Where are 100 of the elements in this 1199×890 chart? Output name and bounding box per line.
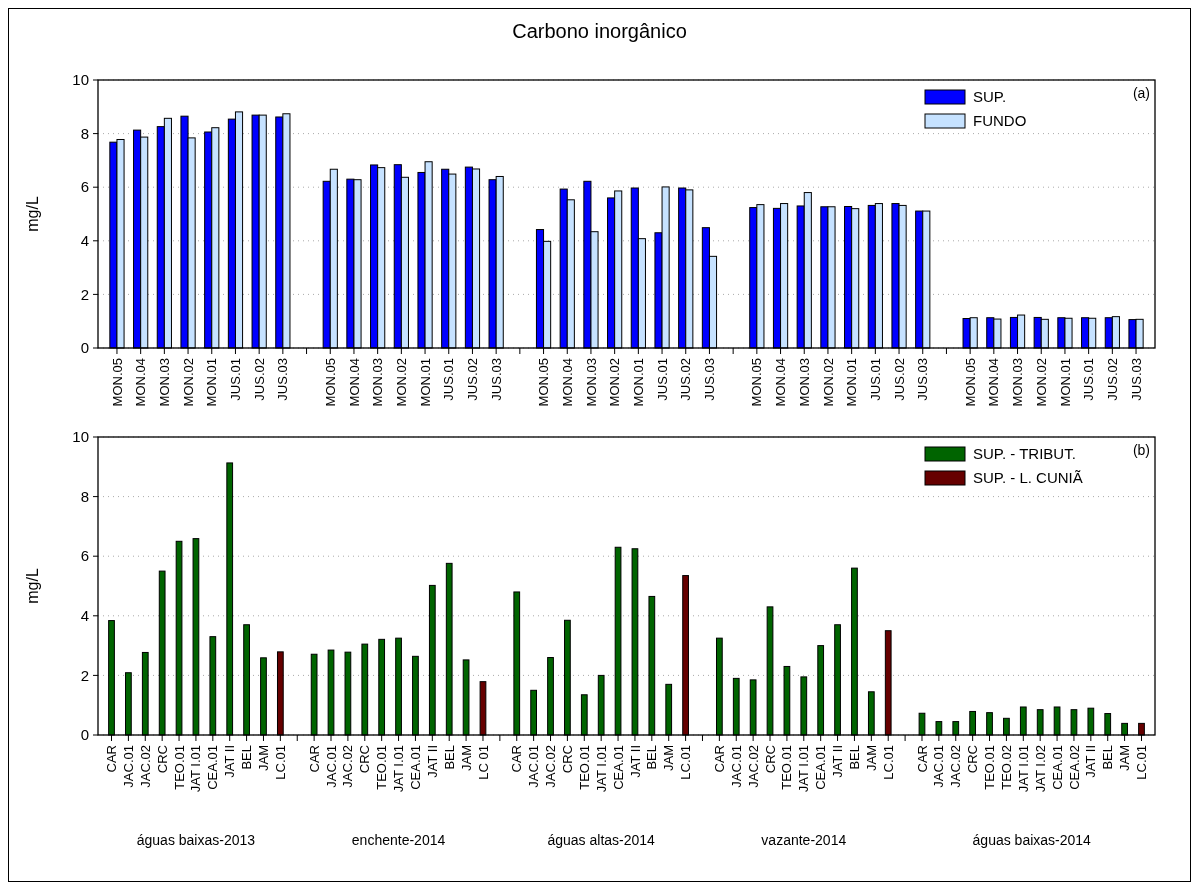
x-tick-label: CAR: [104, 745, 120, 773]
x-tick-label: JAC.02: [948, 745, 964, 788]
x-tick-label: LC.01: [272, 745, 288, 780]
x-tick-label: MON.03: [370, 358, 386, 407]
text: vazante-2014: [761, 832, 847, 848]
y-tick-label: 0: [80, 339, 89, 357]
x-tick-label: JAM: [1117, 745, 1133, 771]
x-tick-label: BEL: [441, 745, 457, 770]
x-tick-label: JAC.01: [728, 745, 744, 788]
x-tick-label: JUS.02: [1104, 358, 1120, 401]
x-tick-label: LC.01: [678, 745, 694, 780]
x-tick-label: JAT II: [830, 745, 846, 778]
x-tick-label: JUS.02: [678, 358, 694, 401]
x-tick-label: JUS.01: [1081, 358, 1097, 401]
x-tick-label: JAC.02: [745, 745, 761, 788]
x-tick-label: TEO.01: [576, 745, 592, 790]
x-tick-label: BEL: [1100, 745, 1116, 770]
x-tick-label: MON.01: [630, 358, 646, 407]
x-tick-label: JAT I.01: [1015, 745, 1031, 793]
y-tick-label: 2: [80, 666, 89, 684]
y-axis-title: mg/L: [24, 196, 41, 232]
x-tick-label: MON.02: [180, 358, 196, 407]
x-tick-label: JAM: [256, 745, 272, 771]
x-tick-label: JUS.01: [867, 358, 883, 401]
x-tick-label: JAT II: [627, 745, 643, 778]
x-tick-label: MON.01: [417, 358, 433, 407]
x-tick-label: CEA.02: [1066, 745, 1082, 790]
x-tick-label: JUS.03: [1128, 358, 1144, 401]
x-tick-label: JUS.02: [465, 358, 480, 401]
x-tick-label: MON.03: [583, 358, 599, 407]
x-tick-label: CEA.01: [610, 745, 626, 790]
x-tick-label: TEO.01: [171, 745, 187, 790]
x-tick-label: JUS.02: [251, 358, 267, 401]
x-tick-label: LC.01: [880, 745, 896, 780]
x-tick-label: JAM: [458, 745, 474, 771]
x-tick-label: MON.03: [1010, 358, 1026, 407]
x-tick-label: JAT I.01: [796, 745, 812, 793]
y-tick-label: 8: [80, 487, 89, 505]
x-tick-label: MON.01: [844, 358, 860, 407]
y-tick-label: 10: [72, 71, 89, 89]
x-tick-label: CEA.01: [813, 745, 829, 790]
x-tick-label: MON.02: [820, 358, 836, 407]
x-tick-label: JAT II: [1083, 745, 1099, 778]
x-tick-label: JAC.01: [120, 745, 136, 788]
chart-title: Carbono inorgânico: [512, 20, 687, 42]
x-tick-label: BEL: [239, 745, 255, 770]
x-tick-label: JUS.03: [275, 358, 291, 401]
y-tick-label: 0: [80, 726, 89, 744]
text: águas baixas-2014: [972, 832, 1092, 848]
x-tick-label: LC.01: [1134, 745, 1150, 780]
y-tick-label: 6: [80, 178, 89, 196]
x-tick-label: JAC.01: [931, 745, 947, 788]
x-tick-label: CRC: [762, 745, 778, 774]
annotation: (a): [1132, 85, 1150, 101]
x-tick-label: TEO.01: [779, 745, 795, 790]
x-tick-label: TEO.01: [982, 745, 998, 790]
x-tick-label: JAC.02: [543, 745, 559, 788]
x-tick-label: MON.02: [607, 358, 623, 407]
x-tick-label: CEA.01: [1049, 745, 1065, 790]
x-tick-label: TEO.01: [374, 745, 390, 790]
x-tick-label: MON.02: [393, 358, 409, 407]
x-tick-label: CAR: [914, 745, 930, 773]
y-tick-label: 2: [80, 285, 89, 303]
x-tick-label: JAT I.01: [188, 745, 204, 793]
x-tick-label: CRC: [154, 745, 170, 774]
x-tick-label: MON.04: [346, 358, 362, 407]
x-tick-label: CEA.01: [205, 745, 221, 790]
x-tick-label: BEL: [847, 745, 862, 770]
x-tick-label: JUS.01: [654, 358, 670, 401]
x-tick-label: JAC.02: [340, 745, 356, 788]
x-tick-label: MON.05: [322, 358, 338, 407]
x-tick-label: MON.05: [536, 358, 552, 407]
y-axis-title: mg/L: [24, 568, 41, 604]
x-tick-label: LC 01: [475, 745, 491, 780]
x-tick-label: MON.05: [749, 358, 765, 407]
x-tick-label: JUS.03: [702, 358, 717, 401]
x-tick-label: TEO.02: [998, 745, 1014, 790]
x-tick-label: CAR: [509, 745, 525, 773]
x-tick-label: CRC: [357, 745, 373, 774]
x-tick-label: BEL: [644, 745, 660, 770]
y-tick-label: 4: [80, 607, 89, 625]
x-tick-label: MON.04: [133, 358, 149, 407]
x-tick-label: JAT I.01: [391, 745, 407, 793]
x-tick-label: MON.01: [1057, 358, 1073, 407]
x-tick-label: JUS.01: [441, 358, 457, 401]
legend-label: FUNDO: [973, 112, 1027, 130]
x-tick-label: JAT I.01: [593, 745, 609, 793]
legend-label: SUP. - L. CUNIÃ: [973, 469, 1083, 487]
x-tick-label: CAR: [711, 745, 727, 773]
legend-label: SUP. - TRIBUT.: [973, 445, 1076, 463]
x-tick-label: JAT I.02: [1032, 745, 1048, 793]
x-tick-label: MON.02: [1033, 358, 1049, 407]
x-tick-label: MON.04: [559, 358, 575, 407]
x-tick-label: JUS.01: [228, 358, 244, 401]
x-tick-label: JAC.01: [323, 745, 339, 788]
x-tick-label: MON.03: [156, 358, 172, 407]
y-tick-label: 6: [80, 547, 89, 565]
x-tick-label: JUS.02: [891, 358, 907, 401]
x-tick-label: MON.01: [204, 358, 220, 407]
x-tick-label: JAC.02: [137, 745, 153, 788]
